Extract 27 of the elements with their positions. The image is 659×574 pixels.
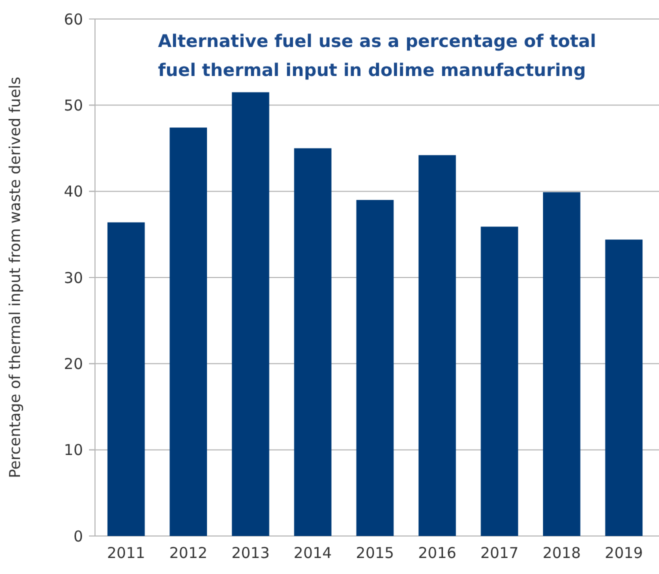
bar bbox=[480, 226, 518, 536]
y-tick-label: 40 bbox=[64, 182, 83, 201]
bar bbox=[543, 192, 580, 536]
x-tick-label: 2017 bbox=[480, 544, 519, 562]
y-tick-label: 10 bbox=[64, 441, 83, 460]
x-tick-label: 2013 bbox=[231, 544, 270, 562]
bar bbox=[356, 200, 394, 536]
x-tick-label: 2016 bbox=[418, 544, 456, 562]
x-tick-label: 2019 bbox=[604, 544, 643, 562]
x-tick-label: 2014 bbox=[294, 544, 332, 562]
bar bbox=[418, 155, 456, 536]
bar bbox=[170, 128, 207, 536]
y-tick-label: 0 bbox=[73, 527, 83, 546]
x-tick-label: 2015 bbox=[356, 544, 394, 562]
x-tick-label: 2012 bbox=[169, 544, 208, 562]
bar bbox=[294, 148, 332, 536]
y-axis-title: Percentage of thermal input from waste derived fuels bbox=[6, 76, 24, 478]
y-tick-label: 50 bbox=[64, 96, 83, 114]
bar bbox=[605, 240, 643, 536]
y-tick-label: 60 bbox=[64, 10, 83, 28]
y-tick-label: 30 bbox=[64, 268, 83, 287]
bar bbox=[232, 92, 270, 536]
y-tick-label: 20 bbox=[64, 354, 83, 373]
x-tick-label: 2011 bbox=[107, 544, 146, 562]
bar bbox=[107, 222, 145, 536]
x-tick-label: 2018 bbox=[542, 544, 581, 562]
text: Alternative fuel use as a percentage of total fuel thermal input in dolime manufacturing bbox=[158, 32, 596, 81]
